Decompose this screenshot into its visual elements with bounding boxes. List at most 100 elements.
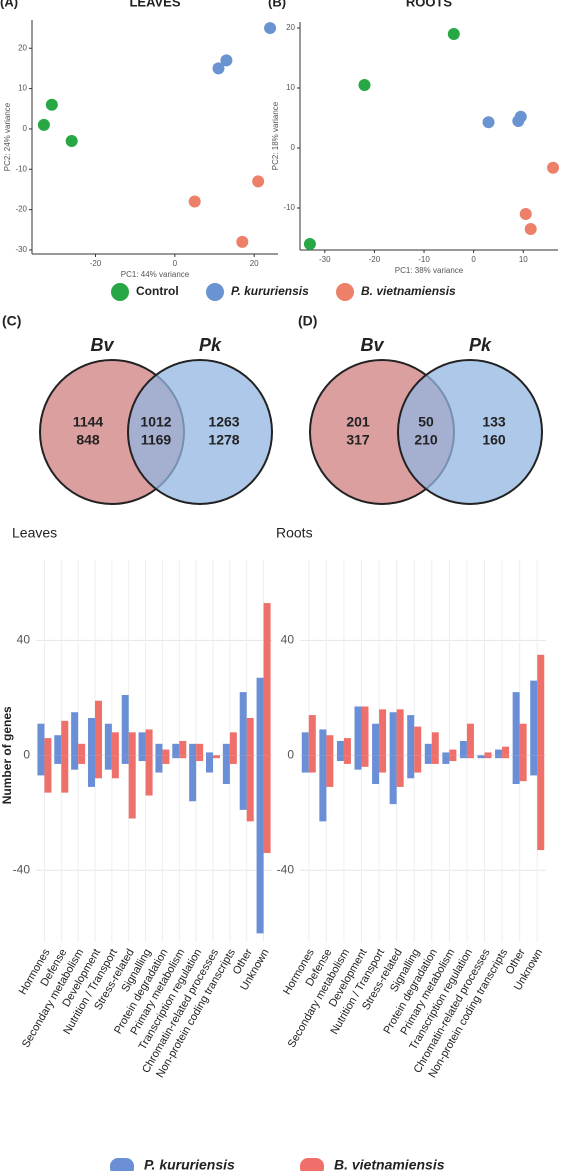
- bar: [206, 752, 213, 756]
- bar: [308, 755, 316, 773]
- bar: [495, 755, 503, 759]
- set-name: Pk: [199, 335, 222, 355]
- bar: [407, 715, 415, 756]
- bar: [37, 723, 45, 756]
- x-tick-label: 10: [519, 255, 528, 264]
- bar: [229, 732, 237, 756]
- region-count: 201: [346, 414, 370, 430]
- legend-marker: [110, 1158, 134, 1171]
- bar: [162, 755, 170, 764]
- bar: [343, 755, 351, 764]
- bar: [326, 755, 334, 787]
- bar: [213, 755, 220, 759]
- bar: [71, 755, 79, 770]
- legend-marker: [111, 283, 129, 301]
- bar: [88, 755, 95, 787]
- bar: [354, 755, 362, 770]
- y-tick-label: 40: [281, 633, 295, 647]
- bar: [263, 755, 271, 853]
- bar: [121, 755, 129, 764]
- bar: [61, 755, 69, 793]
- bar: [111, 732, 119, 756]
- y-tick-label: 10: [18, 84, 27, 93]
- bar: [229, 755, 237, 764]
- bar: [379, 709, 387, 756]
- bar: [54, 755, 62, 764]
- point: [447, 28, 460, 40]
- bar: [512, 755, 520, 785]
- point: [220, 54, 233, 67]
- bar: [301, 755, 309, 773]
- x-tick-label: 20: [250, 259, 259, 268]
- region-count: 848: [76, 432, 100, 448]
- y-tick-label: 20: [286, 23, 295, 32]
- legend-marker: [336, 283, 354, 301]
- legend-label: P. kururiensis: [231, 284, 309, 298]
- chart-title: Leaves: [12, 525, 57, 541]
- region-count: 1263: [208, 414, 239, 430]
- y-tick-label: 20: [18, 43, 27, 52]
- bar: [239, 692, 247, 756]
- x-tick-label: -10: [418, 255, 430, 264]
- bar: [256, 677, 264, 756]
- bar: [407, 755, 415, 779]
- bar: [431, 732, 439, 756]
- bar: [196, 755, 204, 762]
- bar: [389, 755, 397, 805]
- bar: [138, 732, 146, 756]
- bar: [179, 740, 187, 756]
- point: [37, 118, 50, 131]
- legend-label: P. kururiensis: [144, 1157, 235, 1171]
- panel-label: (B): [268, 0, 286, 9]
- bar: [530, 755, 538, 776]
- region-count: 317: [346, 432, 370, 448]
- point: [547, 161, 560, 174]
- bar: [442, 755, 450, 764]
- bar: [442, 752, 450, 756]
- x-axis-label: PC1: 38% variance: [395, 266, 464, 275]
- bar: [44, 738, 52, 756]
- set-name: Pk: [469, 335, 492, 355]
- region-count: 160: [482, 432, 506, 448]
- bar: [396, 755, 404, 787]
- region-count: 50: [418, 414, 434, 430]
- bar: [519, 755, 527, 782]
- bar: [537, 654, 545, 756]
- bar: [336, 755, 344, 762]
- x-axis-label: PC1: 44% variance: [121, 270, 190, 279]
- point: [252, 175, 265, 188]
- bar: [88, 717, 95, 756]
- chart-title: Roots: [276, 525, 313, 541]
- point: [188, 195, 201, 208]
- point: [358, 79, 371, 91]
- bar: [61, 720, 69, 756]
- region-count: 1144: [73, 414, 104, 430]
- legend-label: B. vietnamiensis: [361, 284, 456, 298]
- bar: [206, 755, 213, 773]
- point: [236, 235, 249, 248]
- bar: [155, 743, 163, 756]
- y-tick-label: -20: [15, 205, 27, 214]
- bar: [179, 755, 187, 759]
- x-tick-label: -20: [369, 255, 381, 264]
- bar: [361, 755, 369, 767]
- y-axis-label: Number of genes: [0, 706, 14, 804]
- y-tick-label: 0: [23, 747, 30, 761]
- point: [524, 223, 537, 235]
- y-axis-label: PC2: 18% variance: [271, 101, 280, 170]
- bar: [431, 755, 439, 764]
- y-tick-label: 40: [17, 633, 31, 647]
- bar: [396, 709, 404, 756]
- bar: [104, 723, 112, 756]
- bar: [246, 717, 254, 756]
- bar: [145, 729, 153, 756]
- bar: [459, 755, 467, 759]
- bar: [449, 749, 457, 756]
- bar: [37, 755, 45, 776]
- panel-label: (C): [2, 313, 21, 329]
- bar: [44, 755, 52, 793]
- bar: [424, 755, 432, 764]
- set-name: Bv: [90, 335, 114, 355]
- bar: [172, 743, 180, 756]
